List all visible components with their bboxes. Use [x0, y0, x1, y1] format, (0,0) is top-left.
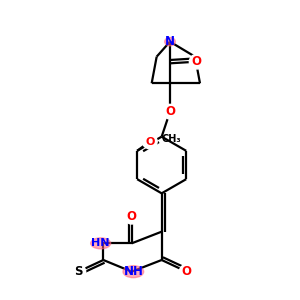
Text: O: O	[192, 55, 202, 68]
Circle shape	[142, 134, 157, 149]
Text: O: O	[145, 136, 154, 146]
Circle shape	[189, 54, 204, 69]
Text: O: O	[165, 105, 175, 118]
Ellipse shape	[123, 266, 144, 278]
Text: O: O	[127, 210, 137, 223]
Text: S: S	[74, 265, 82, 278]
Circle shape	[163, 104, 177, 119]
Ellipse shape	[165, 38, 175, 46]
Text: NH: NH	[123, 265, 143, 278]
Text: HN: HN	[92, 238, 110, 248]
Ellipse shape	[91, 238, 111, 249]
Circle shape	[124, 209, 139, 224]
Text: O: O	[182, 265, 192, 278]
Text: CH₃: CH₃	[161, 134, 181, 144]
Text: N: N	[165, 35, 175, 48]
Circle shape	[179, 264, 194, 279]
Circle shape	[71, 264, 86, 279]
